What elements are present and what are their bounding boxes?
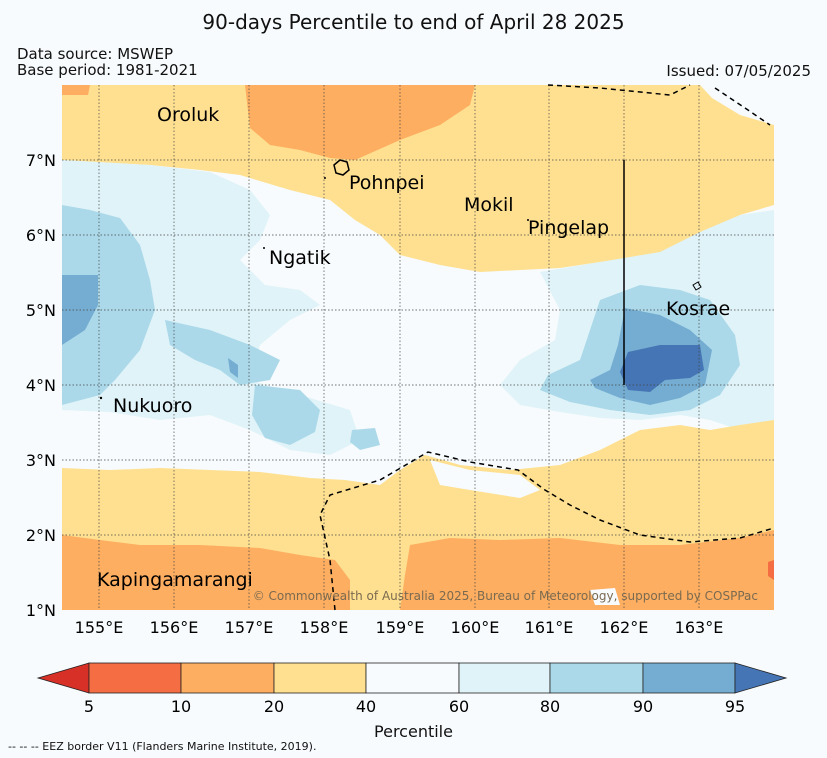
place-label-mokil: Mokil: [464, 194, 514, 216]
colorbar-40-60: [365, 662, 460, 694]
lat-label: 1°N: [26, 601, 56, 620]
lat-label: 7°N: [26, 151, 56, 170]
issued-date: Issued: 07/05/2025: [666, 62, 811, 80]
field-south-white: [430, 460, 540, 498]
colorbar-tick: 80: [540, 697, 560, 716]
colorbar-tick: 20: [264, 697, 284, 716]
colorbar-tick: 60: [449, 697, 469, 716]
field-north-20-40: [62, 85, 774, 272]
lat-label: 2°N: [26, 526, 56, 545]
colorbar-60-80: [458, 662, 551, 694]
colorbar-10-20: [180, 662, 275, 694]
kosrae-island: [692, 281, 702, 291]
data-source: Data source: MSWEP: [17, 45, 174, 63]
lon-label: 156°E: [150, 618, 199, 637]
colorbar-gt95: [734, 662, 788, 694]
colorbar-20-40: [273, 662, 367, 694]
field-south-10-20b: [400, 530, 774, 610]
field-north-10-20: [245, 85, 475, 160]
field-west-80-90b: [165, 320, 280, 385]
lat-label: 5°N: [26, 301, 56, 320]
field-east-gt95: [620, 345, 704, 392]
place-label-ngatik: Ngatik: [269, 247, 331, 269]
place-label-nukuoro: Nukuoro: [113, 395, 192, 417]
colorbar-5-10: [88, 662, 182, 694]
map-title: 90-days Percentile to end of April 28 20…: [202, 10, 625, 34]
colorbar-90-95: [642, 662, 736, 694]
pohnpei-island: [333, 159, 350, 176]
place-label-kosrae: Kosrae: [666, 298, 730, 320]
place-label-kapingamarangi: Kapingamarangi: [97, 569, 253, 591]
colorbar-tick: 40: [356, 697, 376, 716]
field-west-90-95b: [228, 358, 238, 378]
colorbar-tick: 5: [84, 697, 94, 716]
lon-label: 161°E: [525, 618, 574, 637]
map-fields: [62, 85, 774, 610]
place-label-pohnpei: Pohnpei: [349, 172, 425, 194]
field-west-60-80: [62, 160, 360, 455]
lat-label: 6°N: [26, 226, 56, 245]
eez-borders: [319, 84, 775, 611]
place-label-oroluk: Oroluk: [157, 104, 219, 126]
colorbar-80-90: [549, 662, 644, 694]
colorbar-lt5: [36, 662, 90, 694]
lon-label: 163°E: [675, 618, 724, 637]
place-labels: Oroluk Pohnpei Mokil Pingelap Ngatik Kos…: [97, 104, 730, 591]
lat-label: 4°N: [26, 376, 56, 395]
lon-label: 162°E: [600, 618, 649, 637]
colorbar-label: Percentile: [374, 722, 453, 741]
eez-footnote: -- -- -- EEZ border V11 (Flanders Marine…: [8, 740, 317, 753]
colorbar-tick: 10: [171, 697, 191, 716]
lon-label: 159°E: [376, 618, 425, 637]
colorbar-tick: 95: [725, 697, 745, 716]
place-label-pingelap: Pingelap: [528, 217, 609, 239]
field-west-80-90: [62, 205, 155, 405]
lat-labels: 7°N 6°N 5°N 4°N 3°N 2°N 1°N: [26, 151, 56, 620]
field-south-white-b: [590, 588, 620, 605]
graticule: [62, 85, 774, 610]
colorbar-ticks: 5 10 20 40 60 80 90 95: [84, 697, 745, 716]
base-period: Base period: 1981-2021: [17, 61, 198, 79]
field-lt5-dot: [768, 560, 774, 580]
source-info: Data source: MSWEP Base period: 1981-202…: [17, 46, 198, 78]
field-south-10-20: [62, 535, 350, 610]
field-west-80-90c: [252, 385, 320, 445]
lon-label: 155°E: [75, 618, 124, 637]
lon-label: 157°E: [225, 618, 274, 637]
field-north-10-20b: [62, 85, 90, 95]
lon-label: 158°E: [300, 618, 349, 637]
lon-labels: 155°E 156°E 157°E 158°E 159°E 160°E 161°…: [75, 618, 724, 637]
colorbar-tick: 90: [633, 697, 653, 716]
field-west-80-90d: [350, 428, 380, 450]
copyright-notice: © Commonwealth of Australia 2025, Bureau…: [253, 589, 758, 603]
lat-label: 3°N: [26, 451, 56, 470]
lon-label: 160°E: [451, 618, 500, 637]
colorbar: [36, 662, 788, 694]
